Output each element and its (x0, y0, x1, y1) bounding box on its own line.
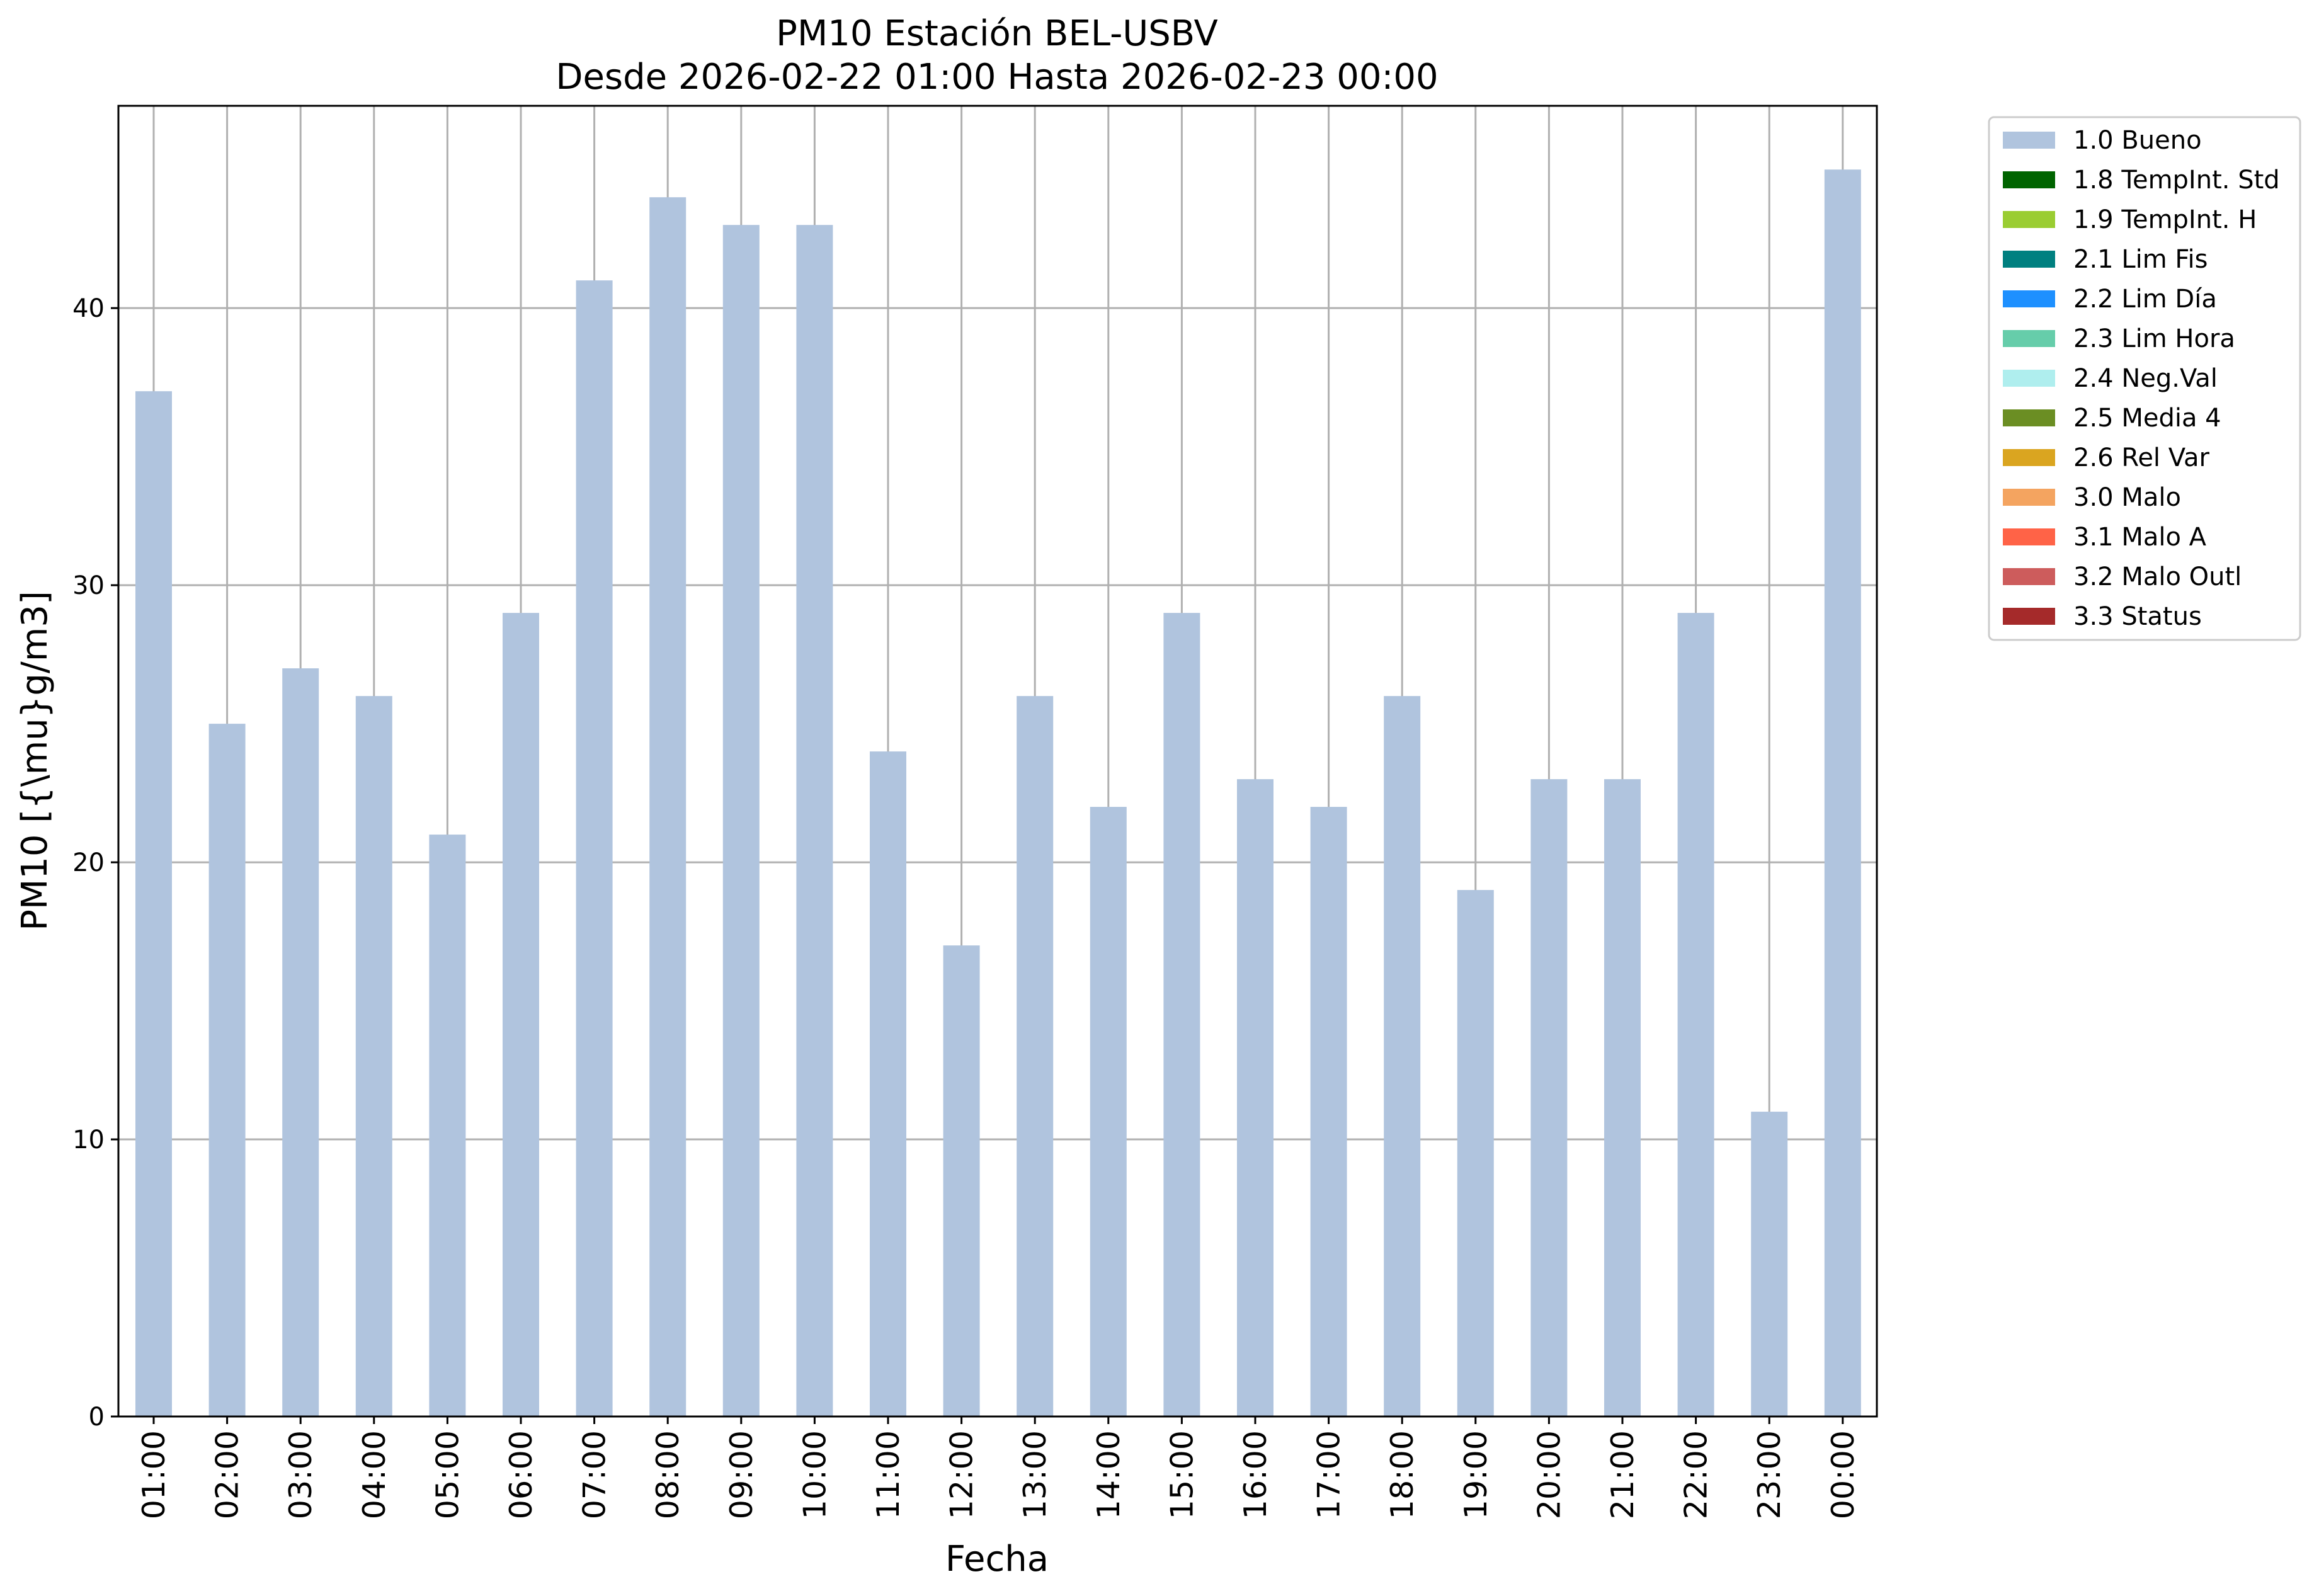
bar-0900 (722, 225, 760, 1416)
legend-label: 3.3 Status (2073, 602, 2202, 631)
bar-2300 (1751, 1112, 1788, 1416)
bar-0400 (355, 696, 392, 1416)
y-axis-ticks: 0 10 20 30 40 (72, 294, 118, 1432)
legend-swatch (2003, 370, 2055, 387)
legend-swatch (2003, 528, 2055, 545)
legend-swatch (2003, 251, 2055, 268)
legend-label: 1.9 TempInt. H (2073, 205, 2257, 234)
bar-2100 (1604, 779, 1641, 1416)
x-tick-label: 17:00 (1311, 1430, 1347, 1519)
y-tick-label: 10 (72, 1126, 105, 1154)
x-tick-label: 05:00 (430, 1430, 465, 1519)
bar-1500 (1163, 613, 1200, 1417)
x-tick-label: 16:00 (1238, 1430, 1273, 1519)
bar-0300 (282, 668, 319, 1416)
x-tick-label: 19:00 (1458, 1430, 1494, 1519)
bar-0000 (1824, 169, 1861, 1416)
x-tick-label: 15:00 (1164, 1430, 1200, 1519)
x-tick-label: 20:00 (1531, 1430, 1567, 1519)
bar-0200 (208, 724, 246, 1416)
chart-subtitle: Desde 2026-02-22 01:00 Hasta 2026-02-23 … (556, 57, 1438, 98)
bar-1000 (796, 225, 833, 1416)
x-tick-label: 00:00 (1825, 1430, 1861, 1519)
y-tick-label: 40 (72, 294, 105, 323)
x-tick-label: 08:00 (650, 1430, 686, 1519)
y-tick-label: 0 (89, 1403, 105, 1432)
legend-label: 3.1 Malo A (2073, 523, 2207, 552)
x-tick-label: 23:00 (1752, 1430, 1787, 1519)
legend-label: 2.3 Lim Hora (2073, 324, 2235, 353)
legend-label: 3.0 Malo (2073, 483, 2181, 512)
legend-swatch (2003, 489, 2055, 506)
x-tick-label: 13:00 (1017, 1430, 1053, 1519)
y-axis-label: PM10 [{\mu}g/m3] (14, 591, 55, 931)
bars (135, 169, 1861, 1417)
x-tick-label: 07:00 (577, 1430, 613, 1519)
legend-label: 3.2 Malo Outl (2073, 562, 2242, 591)
legend-label: 1.8 TempInt. Std (2073, 166, 2280, 195)
x-tick-label: 01:00 (136, 1430, 172, 1519)
legend-swatch (2003, 171, 2055, 188)
plot-frame (117, 105, 1878, 1418)
bar-0700 (576, 280, 613, 1417)
x-tick-label: 18:00 (1384, 1430, 1420, 1519)
x-tick-label: 11:00 (870, 1430, 906, 1519)
bar-1100 (870, 751, 906, 1416)
legend-swatch (2003, 568, 2055, 585)
legend-swatch (2003, 211, 2055, 228)
legend-swatch (2003, 290, 2055, 307)
legend-label: 2.1 Lim Fis (2073, 245, 2208, 274)
bar-1200 (943, 945, 980, 1416)
bar-1800 (1384, 696, 1421, 1416)
x-tick-label: 10:00 (797, 1430, 833, 1519)
y-tick-label: 20 (72, 848, 105, 877)
bar-1900 (1457, 890, 1494, 1416)
bar-2000 (1530, 779, 1568, 1416)
bar-2200 (1677, 613, 1714, 1417)
x-tick-label: 02:00 (210, 1430, 246, 1519)
y-tick-label: 30 (72, 571, 105, 600)
legend-swatch (2003, 409, 2055, 426)
legend: 1.0 Bueno 1.8 TempInt. Std 1.9 TempInt. H 2… (1988, 116, 2301, 641)
legend-swatch (2003, 449, 2055, 466)
x-tick-label: 14:00 (1091, 1430, 1127, 1519)
x-tick-label: 03:00 (283, 1430, 319, 1519)
x-axis-ticks: 01:00 02:00 03:00 04:00 05:00 06:00 07:00 08:00… (136, 1416, 1861, 1519)
x-tick-label: 12:00 (944, 1430, 980, 1519)
legend-swatch (2003, 330, 2055, 347)
legend-swatch (2003, 608, 2055, 625)
legend-label: 2.5 Media 4 (2073, 404, 2221, 433)
bar-0100 (135, 391, 172, 1416)
x-tick-label: 22:00 (1678, 1430, 1714, 1519)
legend-label: 2.2 Lim Día (2073, 285, 2217, 314)
legend-label: 1.0 Bueno (2073, 126, 2202, 155)
bar-1600 (1237, 779, 1273, 1416)
bar-0500 (429, 835, 466, 1416)
x-tick-label: 21:00 (1605, 1430, 1641, 1519)
bar-1400 (1090, 807, 1127, 1416)
x-tick-label: 04:00 (356, 1430, 392, 1519)
x-axis-label: Fecha (945, 1539, 1049, 1580)
bar-0600 (503, 613, 539, 1417)
bar-0800 (649, 197, 687, 1416)
chart-title: PM10 Estación BEL-USBV (776, 13, 1218, 54)
bar-1300 (1017, 696, 1054, 1416)
x-tick-label: 09:00 (724, 1430, 760, 1519)
legend-swatch (2003, 132, 2055, 149)
bar-1700 (1310, 807, 1347, 1416)
legend-label: 2.4 Neg.Val (2073, 364, 2218, 393)
legend-label: 2.6 Rel Var (2073, 443, 2210, 472)
x-tick-label: 06:00 (503, 1430, 539, 1519)
legend-frame (1988, 116, 2301, 641)
